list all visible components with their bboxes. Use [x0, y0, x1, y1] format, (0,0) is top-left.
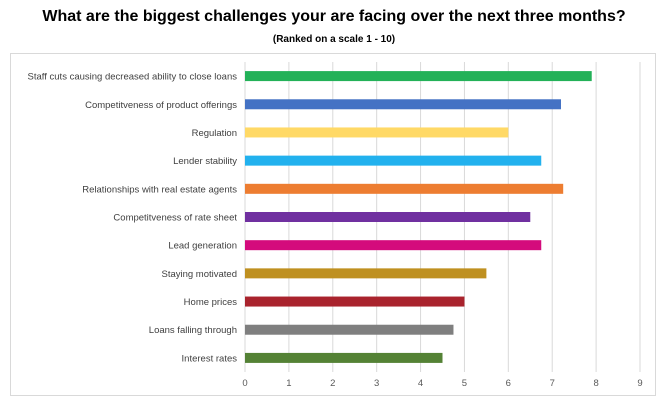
category-label: Loans falling through: [149, 325, 237, 336]
category-label: Home prices: [184, 297, 238, 308]
category-label: Relationships with real estate agents: [82, 184, 237, 195]
category-label: Lender stability: [173, 156, 237, 167]
category-label: Lead generation: [168, 241, 237, 252]
x-tick-label: 8: [593, 378, 598, 389]
chart-frame: [10, 53, 656, 396]
category-label: Competitveness of product offerings: [85, 100, 237, 111]
x-tick-label: 9: [637, 378, 642, 389]
bar: [245, 240, 542, 251]
bar: [245, 183, 564, 194]
x-tick-label: 3: [374, 378, 379, 389]
x-tick-label: 0: [242, 378, 247, 389]
bar: [245, 352, 443, 363]
x-tick-label: 4: [418, 378, 423, 389]
category-label: Competitveness of rate sheet: [113, 213, 237, 224]
category-label: Staff cuts causing decreased ability to …: [28, 72, 238, 83]
bar: [245, 268, 487, 279]
chart-subtitle: (Ranked on a scale 1 - 10): [272, 34, 396, 45]
x-tick-label: 2: [330, 378, 335, 389]
x-tick-label: 7: [550, 378, 555, 389]
x-tick-label: 6: [506, 378, 511, 389]
x-tick-label: 5: [462, 378, 467, 389]
category-label: Interest rates: [182, 353, 238, 364]
bar: [245, 324, 454, 335]
bar: [245, 296, 465, 307]
bar: [245, 127, 509, 138]
bar: [245, 212, 531, 222]
bar: [245, 99, 561, 110]
category-label: Regulation: [192, 128, 237, 139]
chart-title: What are the biggest challenges your are…: [42, 8, 626, 25]
category-label: Staying motivated: [161, 269, 237, 280]
bar: [245, 71, 592, 82]
x-tick-label: 1: [286, 378, 291, 389]
bar: [245, 155, 542, 166]
